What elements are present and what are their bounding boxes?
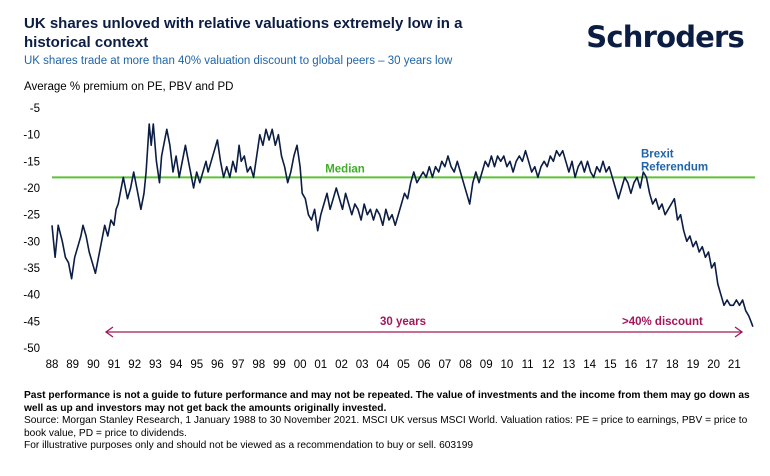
thirty-year-arrow [104,326,744,338]
arrow-head-left [104,326,114,338]
x-tick-label: 89 [66,359,79,371]
x-tick-label: 04 [376,359,389,371]
x-tick-label: 14 [583,359,596,371]
x-tick-label: 13 [563,359,576,371]
x-tick-label: 97 [232,359,245,371]
y-tick-label: -50 [23,343,40,355]
x-tick-label: 99 [273,359,286,371]
x-tick-label: 21 [728,359,741,371]
y-tick-label: -30 [23,236,40,248]
x-tick-label: 16 [625,359,638,371]
x-tick-label: 18 [666,359,679,371]
y-axis-ticks: -5 -10 -15 -20 -25 -30 -35 -40 -45 -50 [23,103,40,355]
valuation-line-chart: -5 -10 -15 -20 -25 -30 -35 -40 -45 -50 88 89 90 91 92… [23,103,755,371]
x-tick-label: 10 [500,359,513,371]
x-tick-label: 94 [170,359,183,371]
x-tick-label: 12 [542,359,555,371]
x-tick-label: 88 [46,359,59,371]
y-tick-label: -45 [23,316,40,328]
y-tick-label: -35 [23,263,40,275]
y-tick-label: -25 [23,210,40,222]
arrow-head-right [734,326,744,338]
x-tick-label: 98 [252,359,265,371]
y-tick-label: -15 [23,156,40,168]
x-tick-label: 02 [335,359,348,371]
chart-subtitle: UK shares trade at more than 40% valuati… [24,55,453,67]
x-tick-label: 00 [294,359,307,371]
x-tick-label: 05 [397,359,410,371]
x-tick-label: 92 [128,359,141,371]
x-tick-label: 17 [645,359,658,371]
chart-title: UK shares unloved with relative valuatio… [24,15,463,51]
x-tick-label: 19 [687,359,700,371]
x-tick-label: 20 [707,359,720,371]
footer: Past performance is not a guide to futur… [24,390,754,453]
series-line [51,123,754,327]
x-tick-label: 96 [211,359,224,371]
x-tick-label: 06 [418,359,431,371]
x-tick-label: 01 [314,359,327,371]
x-tick-label: 15 [604,359,617,371]
x-tick-label: 08 [459,359,472,371]
x-tick-label: 03 [356,359,369,371]
median-label: Median [325,163,365,175]
brexit-annotation-line1: Brexit [641,148,674,160]
disclaimer-text: Past performance is not a guide to futur… [24,390,750,414]
x-tick-label: 09 [480,359,493,371]
source-text: Source: Morgan Stanley Research, 1 Janua… [24,415,748,439]
x-tick-label: 90 [87,359,100,371]
brexit-annotation-line2: Referendum [641,161,708,173]
x-axis-ticks: 88 89 90 91 92 93 94 95 96 97 98 99 00 01 02 03 04 05 06 07… [46,359,741,371]
schroders-logo: Schroders [586,20,745,54]
y-tick-label: -10 [23,130,40,142]
x-tick-label: 11 [522,359,534,371]
x-tick-label: 07 [438,359,451,371]
y-axis-label: Average % premium on PE, PBV and PD [24,81,234,93]
y-tick-label: -5 [30,103,40,115]
x-tick-label: 93 [149,359,162,371]
x-tick-label: 91 [108,359,121,371]
y-tick-label: -40 [23,290,40,302]
illustrative-text: For illustrative purposes only and shoul… [24,440,474,452]
discount-label: >40% discount [622,316,703,328]
x-tick-label: 95 [190,359,203,371]
y-tick-label: -20 [23,183,40,195]
period-label: 30 years [380,316,426,328]
